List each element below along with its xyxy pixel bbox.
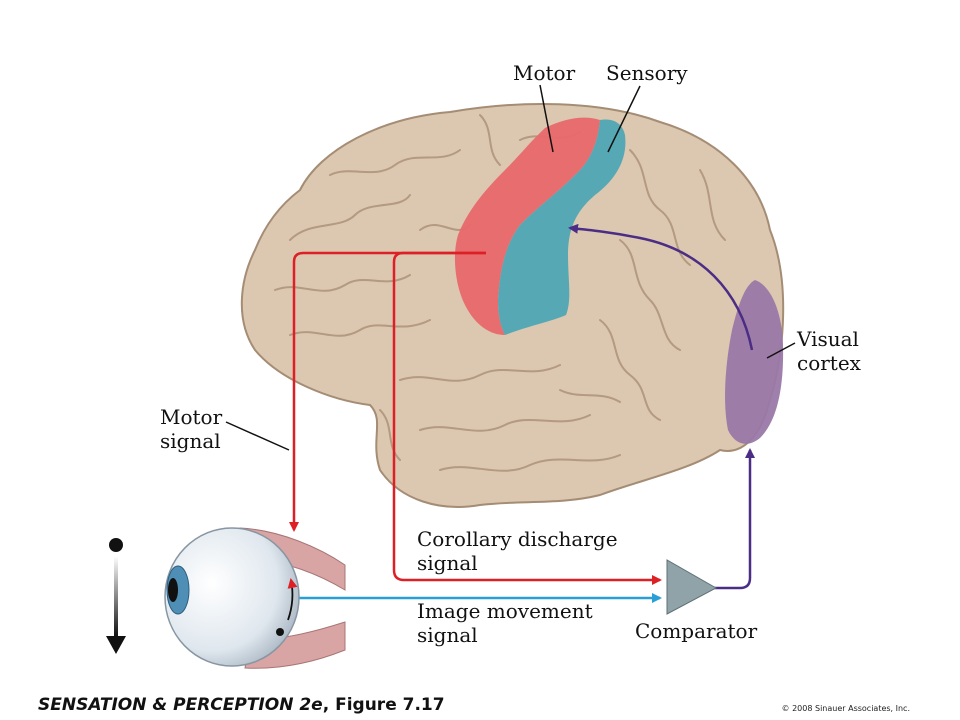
retina-image-dot	[276, 628, 284, 636]
eye-rotation-arrow	[287, 578, 298, 621]
label-leader-lines	[225, 84, 796, 451]
label-motor-signal-line2: signal	[160, 429, 221, 453]
eye-illustration	[164, 527, 346, 669]
motor-cortex-region	[454, 117, 600, 335]
eyeball	[164, 527, 300, 667]
motor-signal-arrow	[289, 251, 486, 532]
label-motor: Motor	[513, 61, 576, 85]
visual-signal-arrow	[714, 448, 755, 590]
label-motor-signal-line1: Motor	[160, 405, 223, 429]
brain-gyri	[274, 114, 726, 472]
visual-cortex-region	[725, 280, 784, 444]
figure-caption: SENSATION & PERCEPTION 2e, Figure 7.17	[38, 695, 445, 715]
label-comparator: Comparator	[635, 619, 758, 643]
label-image-movement-line2: signal	[417, 623, 478, 647]
figure-caption-title: SENSATION & PERCEPTION 2e	[38, 695, 323, 715]
figure-caption-suffix: , Figure 7.17	[322, 695, 445, 715]
label-visual-cortex-line2: cortex	[797, 351, 862, 375]
motion-arrow-head	[106, 636, 126, 654]
label-sensory: Sensory	[606, 61, 688, 85]
comparator-triangle	[666, 559, 718, 615]
label-visual-cortex-line1: Visual	[796, 327, 859, 351]
label-corollary-line1: Corollary discharge	[417, 527, 618, 551]
motion-fade-shaft	[114, 556, 118, 636]
visual-to-sensory-arrow	[568, 223, 754, 351]
sensory-cortex-region	[498, 119, 626, 335]
corollary-discharge-arrow	[392, 251, 662, 585]
brain-illustration	[240, 103, 785, 508]
object-motion-indicator	[106, 538, 126, 654]
label-corollary-line2: signal	[417, 551, 478, 575]
copyright-notice: © 2008 Sinauer Associates, Inc.	[781, 704, 910, 713]
eye-pupil	[168, 578, 178, 602]
label-image-movement-line1: Image movement	[417, 599, 593, 623]
object-dot	[109, 538, 123, 552]
